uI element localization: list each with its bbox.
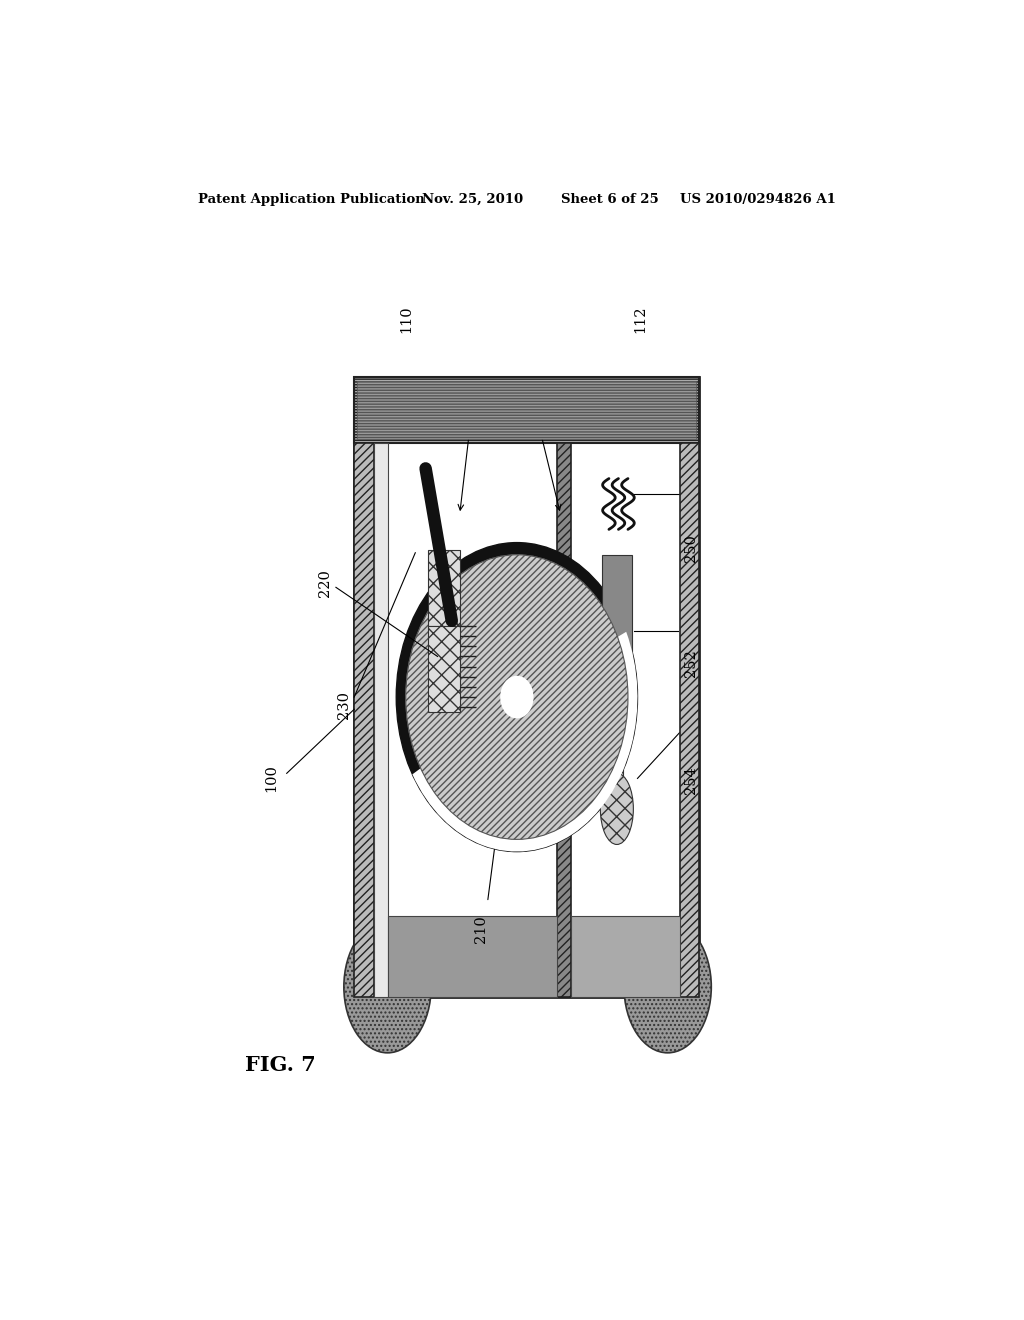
- Bar: [680, 444, 699, 997]
- Bar: [374, 444, 388, 997]
- Bar: [570, 444, 680, 997]
- Text: 254: 254: [684, 767, 697, 795]
- Text: 250: 250: [684, 533, 697, 561]
- Text: Sheet 6 of 25: Sheet 6 of 25: [560, 193, 658, 206]
- Bar: [354, 444, 374, 997]
- Text: 110: 110: [398, 305, 413, 333]
- Text: US 2010/0294826 A1: US 2010/0294826 A1: [680, 193, 836, 206]
- Circle shape: [396, 543, 638, 851]
- Circle shape: [406, 554, 628, 840]
- Text: FIG. 7: FIG. 7: [246, 1055, 316, 1074]
- Bar: [428, 626, 460, 713]
- Text: 210: 210: [474, 916, 488, 944]
- Bar: [557, 444, 570, 997]
- Bar: [570, 916, 680, 997]
- Bar: [388, 916, 557, 997]
- Bar: [610, 738, 624, 784]
- Bar: [354, 378, 699, 997]
- Bar: [354, 378, 699, 444]
- Text: 112: 112: [633, 305, 647, 333]
- Ellipse shape: [344, 921, 431, 1053]
- Text: 252: 252: [684, 649, 697, 677]
- Ellipse shape: [600, 774, 634, 845]
- Ellipse shape: [624, 921, 712, 1053]
- Bar: [602, 554, 632, 672]
- Text: 130: 130: [457, 409, 484, 422]
- Bar: [388, 444, 557, 997]
- Bar: [357, 381, 696, 440]
- Text: Patent Application Publication: Patent Application Publication: [198, 193, 425, 206]
- Text: 130: 130: [525, 409, 553, 422]
- Wedge shape: [413, 632, 638, 851]
- Text: 100: 100: [264, 764, 278, 792]
- Wedge shape: [500, 676, 534, 718]
- Text: Nov. 25, 2010: Nov. 25, 2010: [422, 193, 523, 206]
- Bar: [428, 549, 460, 626]
- Text: 230: 230: [337, 692, 351, 719]
- Text: 220: 220: [317, 569, 332, 597]
- Circle shape: [406, 554, 628, 840]
